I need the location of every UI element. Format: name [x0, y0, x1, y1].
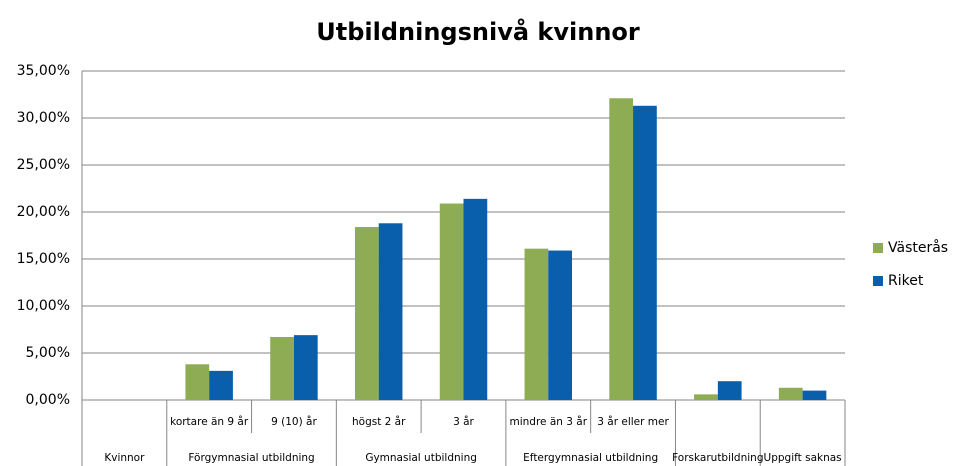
y-tick-label: 20,00%	[17, 204, 70, 220]
chart-title: Utbildningsnivå kvinnor	[316, 17, 640, 46]
y-tick-label: 10,00%	[17, 298, 70, 314]
bar	[694, 394, 718, 400]
bar	[609, 98, 634, 400]
bar	[633, 105, 657, 400]
bar	[439, 203, 464, 400]
bar	[717, 381, 742, 400]
bar	[463, 198, 488, 400]
legend-label: Riket	[888, 273, 924, 289]
bar	[802, 390, 827, 400]
y-tick-label: 0,00%	[26, 392, 70, 408]
bar	[548, 250, 573, 400]
bar	[778, 387, 803, 400]
y-tick-label: 25,00%	[17, 157, 70, 173]
y-tick-label: 5,00%	[26, 345, 70, 361]
x-tick-label: 3 år	[453, 415, 474, 428]
x-tick-label: 9 (10) år	[271, 415, 317, 428]
bar	[354, 227, 379, 400]
bar	[209, 370, 233, 400]
bar	[378, 223, 403, 400]
x-tick-label: 3 år eller mer	[597, 415, 669, 428]
group-label: Forskarutbildning	[672, 452, 763, 464]
group-label: Kvinnor	[104, 452, 145, 464]
group-label: Förgymnasial utbildning	[188, 452, 314, 464]
bar	[524, 248, 549, 400]
x-tick-label: mindre än 3 år	[510, 415, 588, 428]
bar	[293, 335, 318, 400]
group-label: Eftergymnasial utbildning	[523, 452, 658, 464]
bar	[185, 364, 210, 400]
y-tick-label: 30,00%	[17, 110, 70, 126]
x-tick-label: kortare än 9 år	[170, 415, 249, 428]
group-label: Gymnasial utbildning	[365, 452, 477, 464]
legend-swatch	[873, 243, 883, 253]
x-tick-label: högst 2 år	[352, 415, 406, 428]
y-tick-label: 35,00%	[17, 63, 70, 79]
y-tick-label: 15,00%	[17, 251, 70, 267]
legend-label: Västerås	[888, 239, 948, 256]
legend-swatch	[873, 276, 883, 286]
bar	[270, 337, 294, 400]
group-label: Uppgift saknas	[764, 452, 842, 464]
